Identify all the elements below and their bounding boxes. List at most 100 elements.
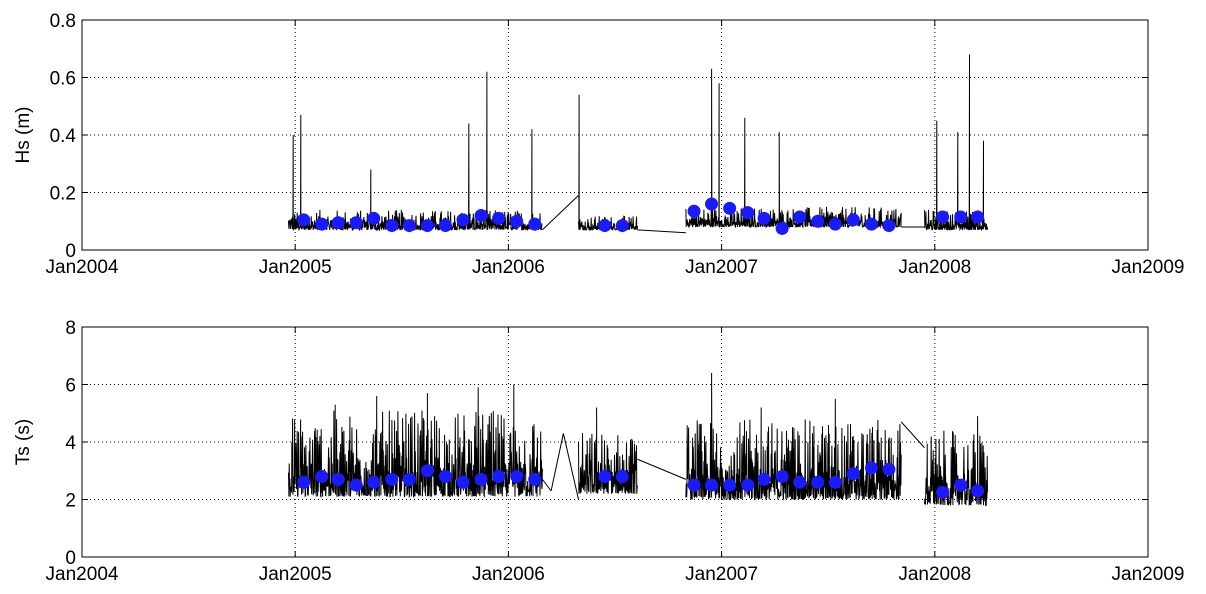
- monthly-marker: [615, 219, 629, 233]
- monthly-marker: [510, 470, 524, 483]
- y-tick-label: 8: [65, 318, 76, 339]
- monthly-markers: [297, 461, 985, 499]
- monthly-marker: [331, 472, 345, 486]
- x-tick-label: Jan2004: [46, 564, 119, 585]
- series-connector: [550, 433, 564, 491]
- monthly-marker: [492, 211, 506, 225]
- monthly-marker: [297, 213, 311, 227]
- monthly-marker: [474, 472, 488, 486]
- monthly-marker: [757, 211, 771, 225]
- monthly-marker: [864, 217, 878, 231]
- monthly-marker: [510, 214, 524, 228]
- monthly-marker: [420, 464, 434, 478]
- x-tick-label: Jan2007: [685, 564, 758, 585]
- series-connector: [541, 479, 552, 492]
- monthly-marker: [315, 217, 329, 231]
- monthly-marker: [420, 219, 434, 233]
- monthly-marker: [954, 210, 968, 224]
- monthly-marker: [402, 472, 416, 486]
- monthly-marker: [793, 210, 807, 224]
- monthly-marker: [439, 470, 453, 483]
- monthly-marker: [439, 219, 453, 233]
- y-tick-label: 0.4: [50, 126, 77, 147]
- monthly-markers: [297, 197, 985, 235]
- monthly-marker: [528, 217, 542, 231]
- monthly-marker: [741, 206, 755, 220]
- monthly-marker: [385, 472, 399, 486]
- monthly-marker: [367, 211, 381, 225]
- series-connector: [900, 421, 925, 449]
- monthly-marker: [723, 478, 737, 492]
- monthly-marker: [882, 219, 896, 233]
- y-tick-label: 0: [65, 241, 76, 262]
- monthly-marker: [528, 472, 542, 486]
- x-tick-label: Jan2005: [259, 257, 332, 278]
- monthly-marker: [615, 470, 629, 483]
- axes-frame: [81, 19, 1149, 251]
- monthly-marker: [687, 204, 701, 218]
- monthly-marker: [474, 209, 488, 222]
- y-tick-label: 0.8: [50, 11, 76, 32]
- monthly-marker: [971, 210, 985, 224]
- y-tick-label: 0: [65, 548, 76, 569]
- monthly-marker: [846, 213, 860, 227]
- x-tick-label: Jan2006: [472, 564, 545, 585]
- monthly-marker: [367, 475, 381, 489]
- x-tick-label: Jan2004: [46, 257, 119, 278]
- monthly-marker: [775, 221, 789, 235]
- monthly-marker: [757, 472, 771, 486]
- monthly-marker: [456, 213, 470, 227]
- y-axis-label: Ts (s): [13, 419, 34, 465]
- monthly-marker: [705, 197, 719, 211]
- monthly-marker: [741, 478, 755, 492]
- x-tick-label: Jan2005: [259, 564, 332, 585]
- x-tick-label: Jan2006: [472, 257, 545, 278]
- monthly-marker: [954, 478, 968, 492]
- monthly-marker: [828, 217, 842, 231]
- monthly-marker: [828, 475, 842, 489]
- monthly-marker: [882, 462, 896, 476]
- y-tick-label: 0.2: [50, 184, 76, 205]
- monthly-marker: [846, 467, 860, 481]
- series-segment: [685, 68, 902, 229]
- monthly-marker: [705, 478, 719, 492]
- series-segment: [288, 384, 543, 499]
- series-connector: [637, 229, 686, 234]
- monthly-marker: [687, 478, 701, 492]
- y-tick-label: 2: [65, 491, 76, 512]
- series-connector: [637, 458, 687, 480]
- monthly-marker: [936, 210, 950, 224]
- monthly-marker: [331, 216, 345, 230]
- series-connector: [562, 433, 580, 500]
- x-tick-label: Jan2008: [898, 564, 971, 585]
- ts-panel: Jan2004 Jan2005 Jan2006 Jan2007 Jan2008 Jan20…: [13, 318, 1184, 585]
- monthly-marker: [456, 475, 470, 489]
- y-tick-label: 6: [65, 376, 76, 397]
- monthly-marker: [349, 216, 363, 230]
- monthly-marker: [775, 470, 789, 483]
- monthly-marker: [598, 219, 612, 233]
- y-axis-label: Hs (m): [13, 107, 34, 164]
- x-tick-label: Jan2009: [1112, 257, 1185, 278]
- monthly-marker: [598, 470, 612, 483]
- monthly-marker: [297, 475, 311, 489]
- monthly-marker: [971, 484, 985, 498]
- monthly-marker: [723, 201, 737, 215]
- hs-panel: Jan2004 Jan2005 Jan2006 Jan2007 Jan2008 Jan20…: [13, 11, 1184, 278]
- monthly-marker: [492, 470, 506, 483]
- series-segment: [685, 372, 902, 501]
- monthly-marker: [385, 219, 399, 233]
- x-tick-label: Jan2009: [1112, 564, 1185, 585]
- monthly-marker: [349, 478, 363, 492]
- y-tick-label: 0.6: [50, 69, 76, 90]
- monthly-marker: [936, 485, 950, 499]
- y-tick-label: 4: [65, 433, 76, 454]
- axes-frame: [81, 326, 1149, 558]
- x-tick-label: Jan2008: [898, 257, 971, 278]
- monthly-marker: [811, 214, 825, 228]
- monthly-marker: [793, 475, 807, 489]
- x-tick-label: Jan2007: [685, 257, 758, 278]
- monthly-marker: [864, 461, 878, 475]
- monthly-marker: [811, 475, 825, 489]
